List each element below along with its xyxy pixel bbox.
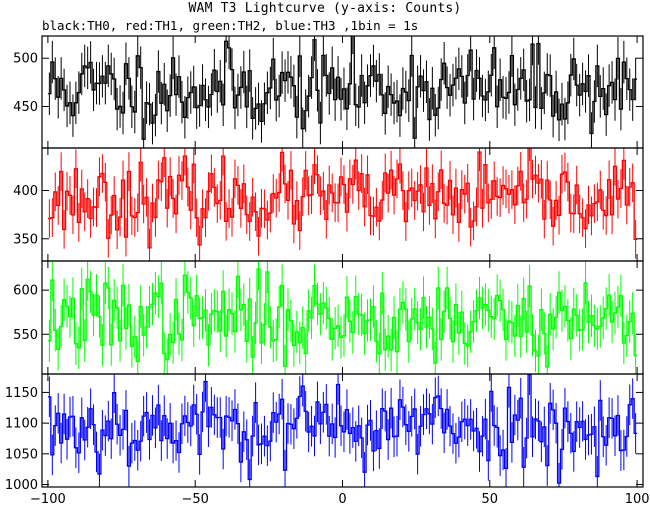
y-tick-label: 450 [13,100,38,115]
series-TH1-line [47,148,638,249]
y-tick-label: 400 [13,184,38,199]
series-TH0-errorbars [48,36,637,148]
series-TH2-line [47,268,638,368]
series-TH3-line [47,374,638,484]
y-tick-label: 350 [13,232,38,247]
y-tick-label: 1050 [5,447,38,462]
x-tick-label: 0 [338,492,346,505]
y-tick-label: 600 [13,284,38,299]
y-tick-label: 500 [13,52,38,67]
chart-legend-text: black:TH0, red:TH1, green:TH2, blue:TH3 … [42,18,419,33]
series-TH0-line [47,36,638,140]
y-tick-label: 1150 [5,386,38,401]
chart-title: WAM T3 Lightcurve (y-axis: Counts) [188,1,462,16]
y-tick-label: 1000 [5,478,38,493]
x-tick-label: 50 [482,492,499,505]
x-tick-label: −100 [30,492,66,505]
x-tick-label: 100 [625,492,650,505]
y-tick-label: 550 [13,328,38,343]
x-tick-label: −50 [181,492,208,505]
panel-frame-TH3 [41,373,644,488]
y-tick-label: 1100 [5,417,38,432]
